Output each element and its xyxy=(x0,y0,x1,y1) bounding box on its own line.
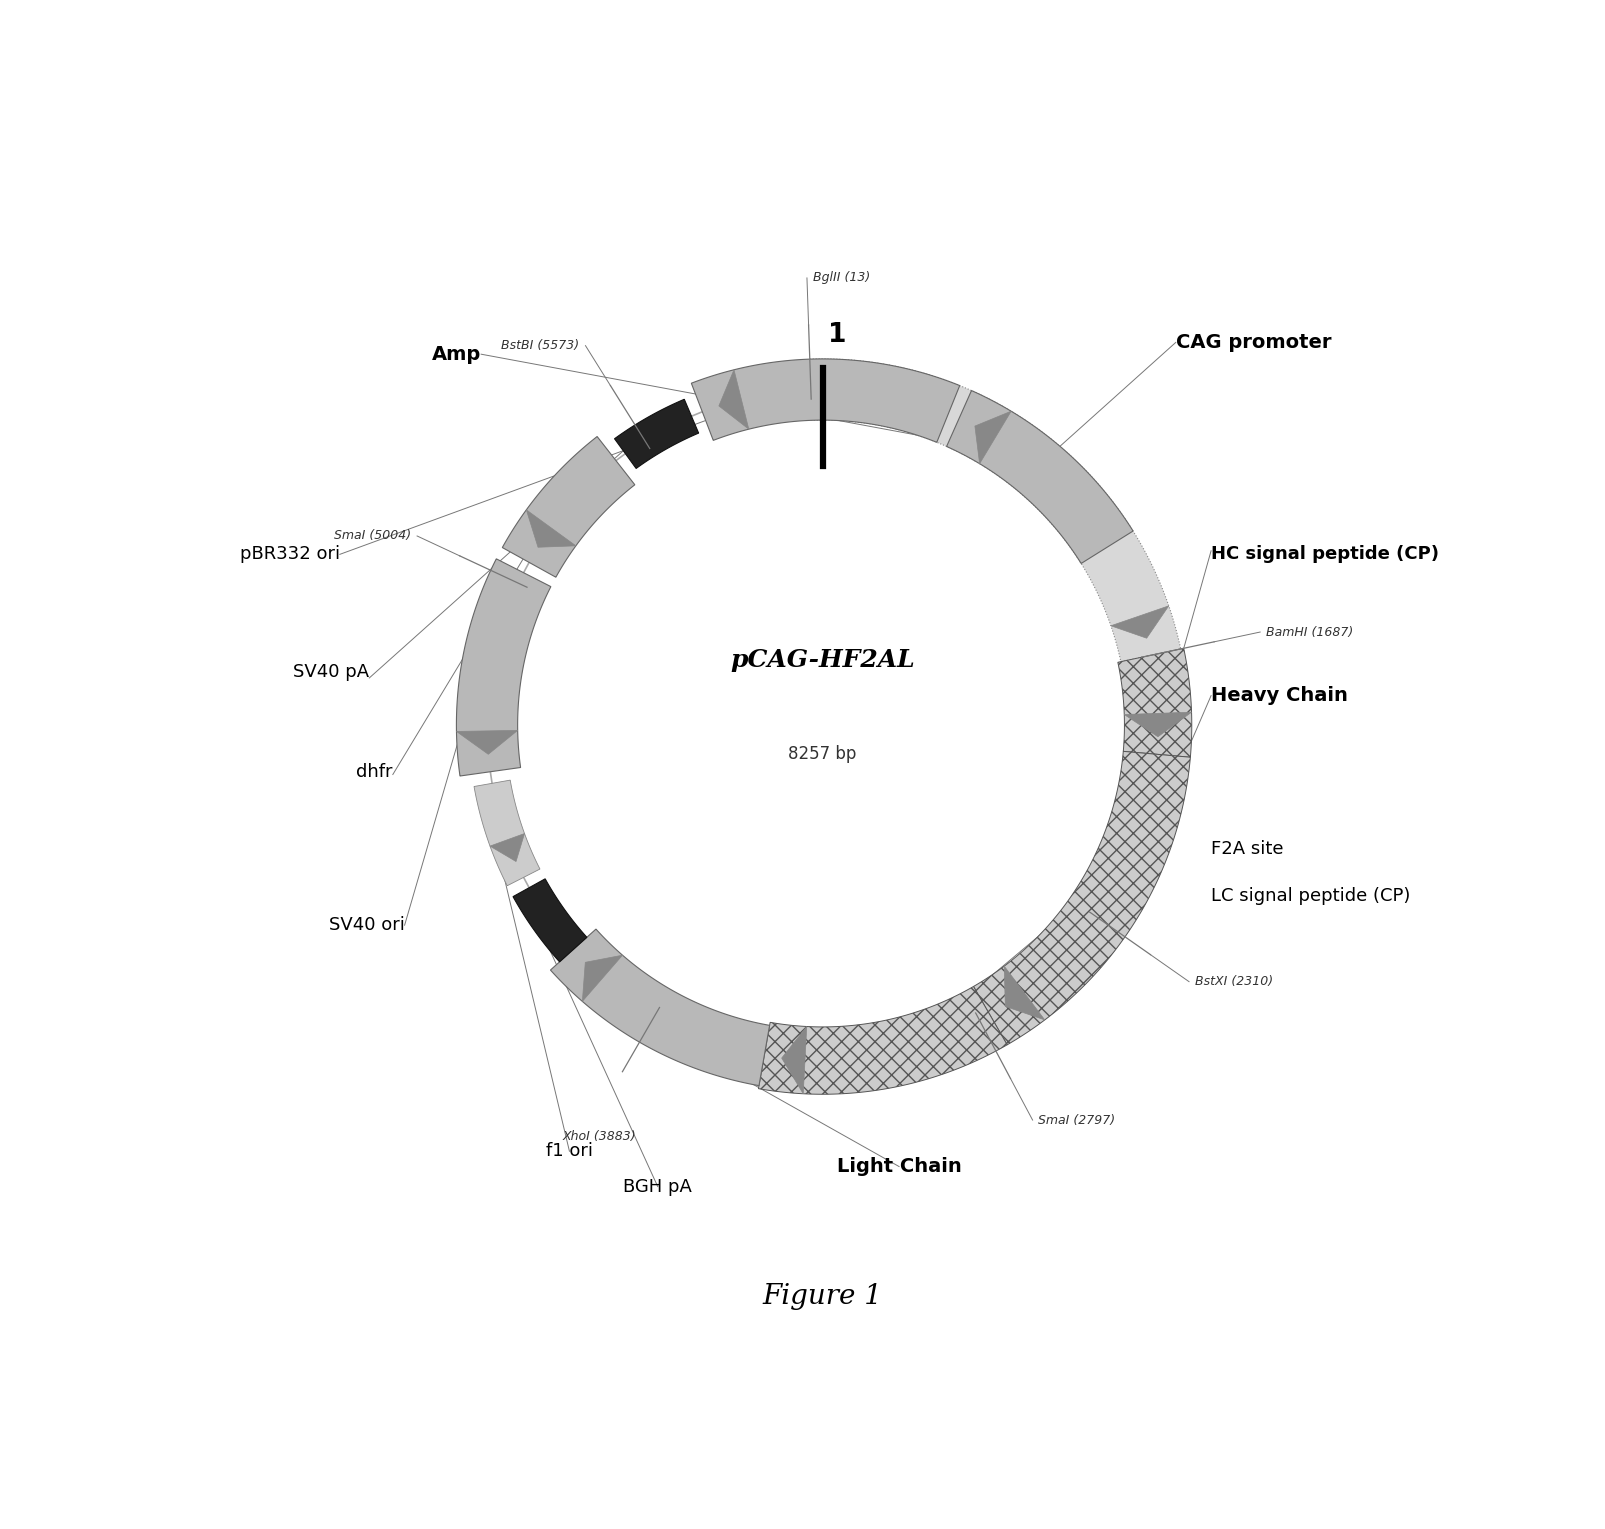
Text: Light Chain: Light Chain xyxy=(836,1157,961,1176)
Text: CAG promoter: CAG promoter xyxy=(1176,333,1331,352)
Text: f1 ori: f1 ori xyxy=(546,1142,592,1161)
Polygon shape xyxy=(526,509,576,547)
Text: 8257 bp: 8257 bp xyxy=(788,746,857,763)
Text: Heavy Chain: Heavy Chain xyxy=(1212,687,1348,705)
Text: BamHI (1687): BamHI (1687) xyxy=(1266,625,1353,639)
Text: SV40 pA: SV40 pA xyxy=(294,664,369,680)
Polygon shape xyxy=(1124,713,1191,737)
Text: BglII (13): BglII (13) xyxy=(812,272,870,284)
Text: pCAG-HF2AL: pCAG-HF2AL xyxy=(730,648,915,673)
Polygon shape xyxy=(583,956,623,1001)
Polygon shape xyxy=(782,1026,807,1093)
Text: XhoI (3883): XhoI (3883) xyxy=(562,1130,636,1144)
Text: 1: 1 xyxy=(828,323,847,349)
Polygon shape xyxy=(551,930,770,1086)
Text: SV40 ori: SV40 ori xyxy=(329,916,404,934)
Text: BstBI (5573): BstBI (5573) xyxy=(501,339,579,352)
Text: BGH pA: BGH pA xyxy=(623,1177,692,1196)
Text: pBR332 ori: pBR332 ori xyxy=(239,546,340,563)
Polygon shape xyxy=(502,436,636,578)
Polygon shape xyxy=(1005,966,1045,1020)
Text: dhfr: dhfr xyxy=(356,763,393,781)
Polygon shape xyxy=(811,359,1181,662)
Polygon shape xyxy=(1111,605,1168,638)
Polygon shape xyxy=(490,833,525,861)
Polygon shape xyxy=(719,370,750,430)
Text: Figure 1: Figure 1 xyxy=(762,1283,883,1309)
Polygon shape xyxy=(514,879,587,962)
Text: F2A site: F2A site xyxy=(1212,839,1284,858)
Text: LC signal peptide (CP): LC signal peptide (CP) xyxy=(1212,887,1411,905)
Polygon shape xyxy=(692,359,960,442)
Text: BstXI (2310): BstXI (2310) xyxy=(1196,976,1273,988)
Text: HC signal peptide (CP): HC signal peptide (CP) xyxy=(1212,546,1440,563)
Polygon shape xyxy=(759,986,1008,1095)
Polygon shape xyxy=(473,780,539,885)
Polygon shape xyxy=(456,731,518,754)
Text: SmaI (2797): SmaI (2797) xyxy=(1038,1113,1115,1127)
Text: Amp: Amp xyxy=(432,344,481,364)
Polygon shape xyxy=(615,399,698,468)
Polygon shape xyxy=(974,751,1191,1044)
Polygon shape xyxy=(974,411,1011,463)
Polygon shape xyxy=(456,558,551,777)
Polygon shape xyxy=(1117,648,1193,757)
Polygon shape xyxy=(947,390,1133,564)
Text: SmaI (5004): SmaI (5004) xyxy=(334,529,411,543)
